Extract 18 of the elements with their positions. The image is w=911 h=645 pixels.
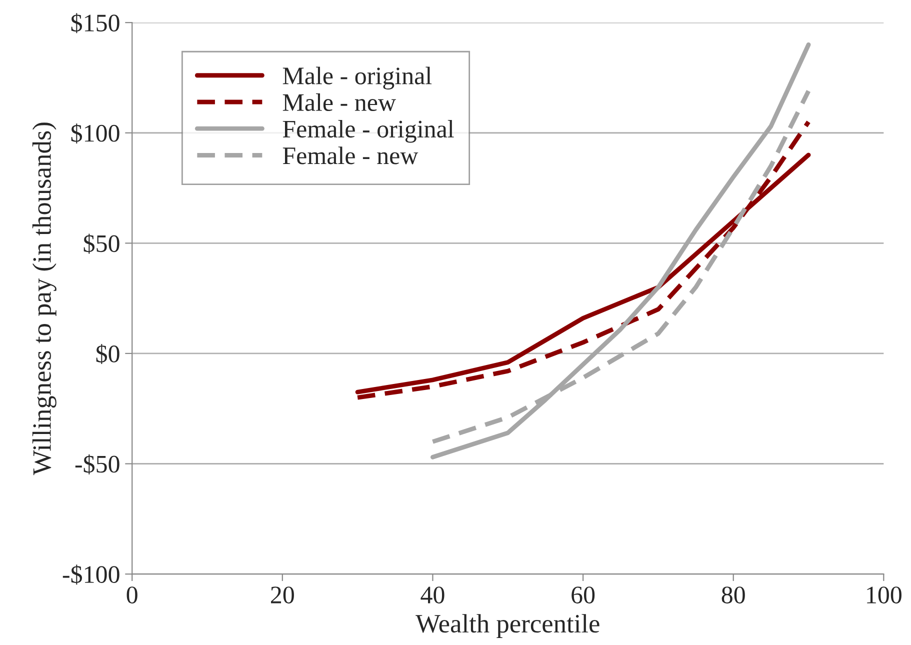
y-tick-label: $100 <box>71 123 120 144</box>
x-axis-title: Wealth percentile <box>416 614 600 638</box>
y-tick-label: $50 <box>84 234 120 254</box>
legend-label: Female - original <box>282 120 454 143</box>
x-tick-label: 80 <box>722 586 745 604</box>
x-tick-label: 60 <box>572 586 595 604</box>
x-tick-label: 100 <box>867 586 902 604</box>
legend-label: Male - new <box>282 93 396 112</box>
x-tick-label: 20 <box>271 586 294 604</box>
x-tick-label: 0 <box>126 586 138 604</box>
y-tick-label: $0 <box>96 344 120 364</box>
legend-label: Male - original <box>282 66 432 90</box>
x-tick-label: 40 <box>420 586 444 604</box>
y-tick-label: -$50 <box>75 454 120 474</box>
y-tick-label: $150 <box>71 13 120 34</box>
y-axis-title: Willingness to pay (in thousands) <box>32 122 56 476</box>
legend-label: Female - new <box>282 146 418 164</box>
y-tick-label: -$100 <box>62 564 120 585</box>
